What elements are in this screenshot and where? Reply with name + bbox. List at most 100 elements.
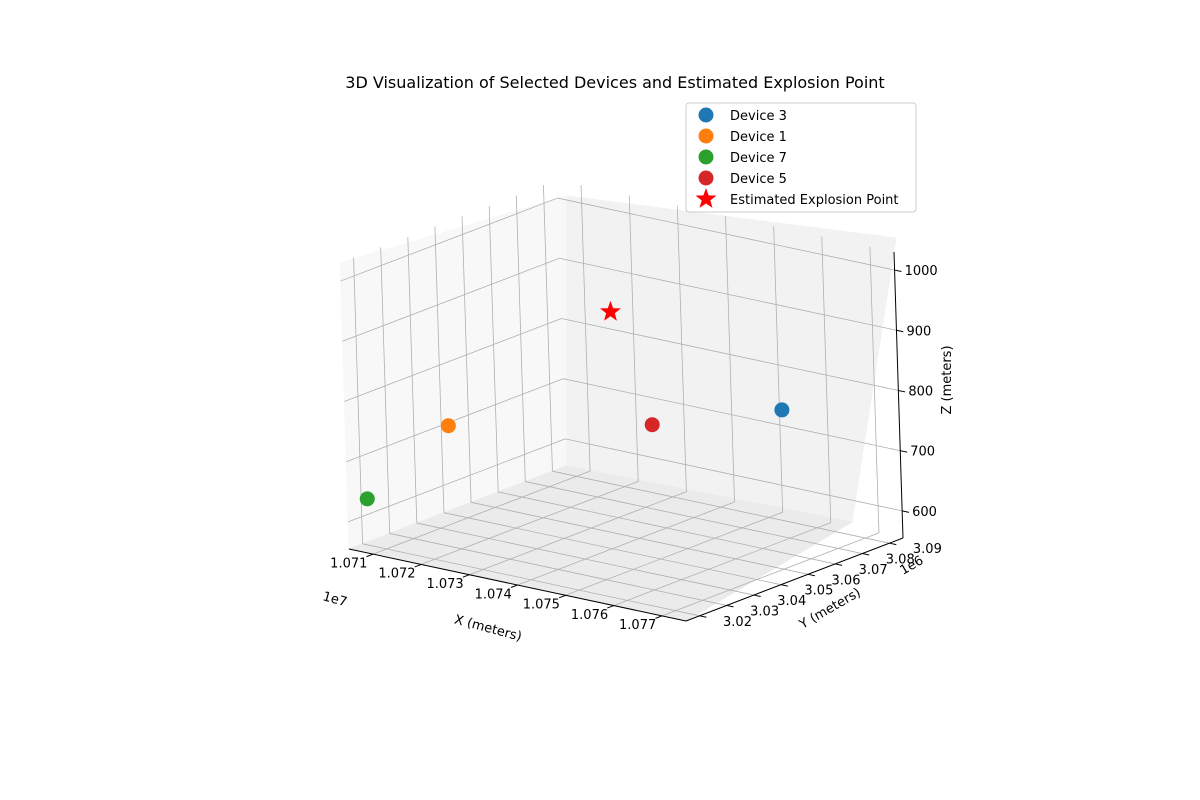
z-tick-label: 1000 [905,264,938,279]
y-gridline-floor [525,481,863,554]
y-tick-mark [889,542,897,546]
x-tick-mark [366,553,374,558]
y-tick-mark [699,615,707,618]
z-gridline-left-wall [344,318,562,402]
z-tick-label: 600 [912,505,937,520]
y-gridline-wall [380,247,391,534]
z-tick-label: 800 [908,384,933,399]
z-tick-mark [900,450,908,453]
legend-label-device-5: Device 5 [730,172,787,187]
z-gridline-back-wall [561,318,899,391]
x-tick-mark [558,594,566,599]
x-gridline-floor [565,511,783,596]
x-gridline-wall [821,236,832,523]
y-gridline-wall [434,226,445,513]
z-tick-mark [898,389,906,393]
y-tick-mark [807,573,816,577]
x-gridline-wall [628,195,639,482]
z-gridline-left-wall [346,378,564,463]
y-tick-mark [726,604,734,608]
device-5-marker [644,417,660,433]
data-layer [359,300,790,507]
y-tick-label: 3.03 [750,604,779,619]
x-gridline-wall [580,185,591,472]
device-3-marker [774,402,790,418]
legend-label-estimated-explosion-point: Estimated Explosion Point [730,193,899,208]
x-tick-label: 1.072 [378,567,415,582]
z-gridline-back-wall [559,257,897,331]
z-axis-line [893,251,904,539]
legend-label-device-1: Device 1 [730,130,787,145]
y-gridline-wall [488,205,499,492]
z-tick-mark [896,329,904,333]
z-gridline-left-wall [340,197,558,282]
y-gridline-floor [362,543,700,617]
z-gridline-back-wall [557,197,895,271]
x-tick-mark [655,615,663,619]
z-gridline-back-wall [565,438,903,512]
y-gridline-wall [543,185,553,472]
x-gridline-wall [869,246,880,533]
x-tick-label: 1.076 [571,608,608,623]
z-tick-mark [894,269,902,273]
y-tick-label: 3.07 [859,563,888,578]
y-gridline-wall [461,216,472,503]
x-tick-label: 1.075 [523,598,560,613]
y-tick-mark [835,563,843,566]
axis-layer [348,251,910,622]
x-tick-label: 1.073 [426,577,463,592]
x-gridline-wall [676,205,687,492]
y-tick-label: 3.09 [913,542,942,557]
z-tick-label: 900 [906,324,931,339]
legend-marker-device-5 [698,170,714,186]
z-gridline-left-wall [342,257,560,342]
x-tick-label: 1.071 [330,556,367,571]
x-gridline-floor [613,522,831,606]
estimated-explosion-point-marker [600,300,621,321]
y-tick-mark [753,594,761,598]
grid-layer [340,185,903,617]
legend-marker-estimated-explosion-point [695,188,717,208]
x-tick-label: 1.077 [619,618,656,633]
device-1-marker [440,418,456,434]
y-gridline-floor [416,522,754,596]
y-gridline-floor [498,491,836,565]
y-gridline-floor [552,470,890,544]
y-tick-label: 3.05 [804,584,833,599]
z-tick-label: 700 [910,445,935,460]
x-tick-mark [607,605,614,609]
x-tick-mark [510,584,518,588]
x-tick-mark [414,563,422,568]
y-tick-mark [780,584,788,587]
legend-marker-device-7 [698,149,714,165]
y-gridline-floor [470,501,809,575]
x-gridline-floor [372,470,591,555]
y-gridline-wall [407,237,418,524]
legend-label-device-7: Device 7 [730,151,787,166]
y-axis-line [685,537,904,622]
y-tick-label: 3.02 [723,615,752,630]
legend-marker-device-3 [698,107,714,123]
pane-back-x [565,195,897,523]
y-gridline-floor [443,512,782,586]
legend-frame [685,102,917,213]
legend-label-device-3: Device 3 [730,109,787,124]
y-tick-label: 3.08 [886,553,915,568]
y-tick-label: 3.06 [832,573,861,588]
z-gridline-back-wall [563,378,901,452]
x-gridline-floor [421,481,639,565]
x-gridline-wall [725,215,735,503]
x-gridline-floor [469,491,687,576]
y-gridline-floor [389,533,727,606]
x-gridline-floor [661,532,880,617]
y-gridline-wall [515,195,526,482]
legend-marker-device-1 [698,128,714,144]
x-gridline-floor [517,501,735,586]
chart-title: 3D Visualization of Selected Devices and… [345,73,884,92]
device-7-marker [359,491,375,507]
x-gridline-wall [773,226,784,513]
z-axis-label: Z (meters) [940,345,955,414]
x-tick-label: 1.074 [475,587,512,602]
